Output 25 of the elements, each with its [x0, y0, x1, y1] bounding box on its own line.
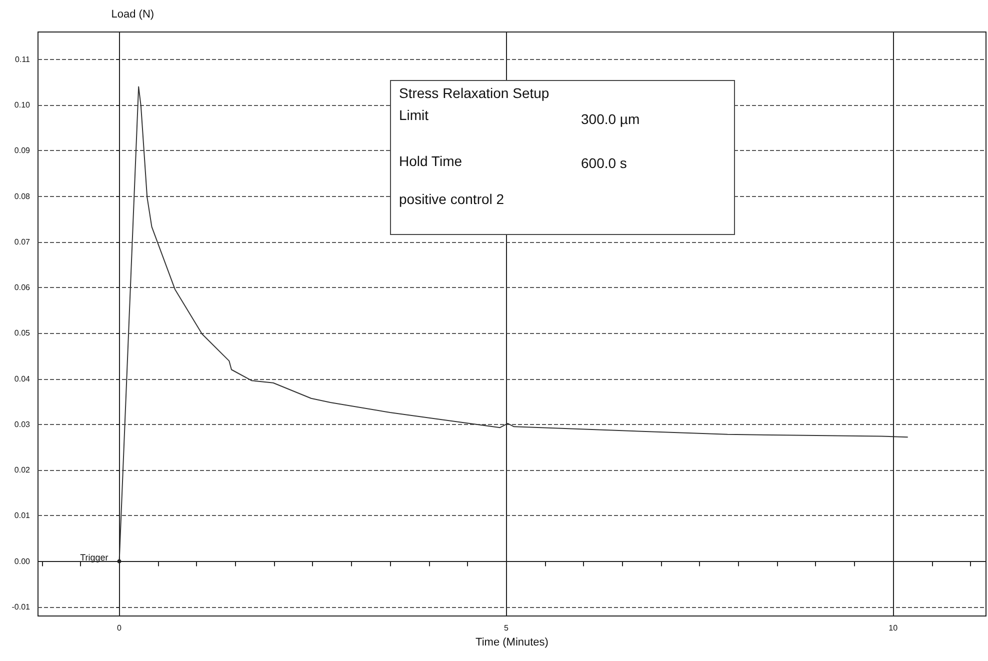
annotation: Trigger [80, 552, 108, 562]
y-tick-label: 0.06 [14, 283, 31, 292]
annotation: Hold Time [399, 153, 462, 169]
y-tick-label: 0.04 [14, 374, 31, 384]
y-tick-label: -0.01 [12, 602, 31, 612]
annotation: Stress Relaxation Setup [399, 85, 550, 101]
x-tick-label: 5 [504, 624, 509, 632]
y-tick-label: 0.02 [14, 466, 31, 474]
y-tick-label: 0.01 [14, 511, 31, 520]
annotation: 600.0 s [581, 155, 627, 171]
annotation: 300.0 µm [581, 111, 640, 127]
y-tick-label: 0.00 [14, 556, 31, 566]
annotation: positive control 2 [399, 191, 504, 207]
x-tick-label: 0 [117, 624, 122, 632]
annotation: Limit [399, 107, 429, 123]
y-tick-label: 0.08 [14, 192, 31, 201]
y-tick-label: 0.11 [15, 54, 31, 64]
y-tick-label: 0.03 [14, 420, 31, 429]
y-tick-label: 0.07 [14, 237, 31, 246]
y-tick-label: 0.10 [14, 100, 31, 110]
x-tick-label: 10 [888, 624, 898, 632]
y-axis-title: Load (N) [111, 8, 154, 20]
y-tick-label: 0.09 [14, 146, 31, 156]
x-axis-title: Time (Minutes) [476, 636, 548, 648]
y-tick-label: 0.05 [14, 328, 31, 338]
